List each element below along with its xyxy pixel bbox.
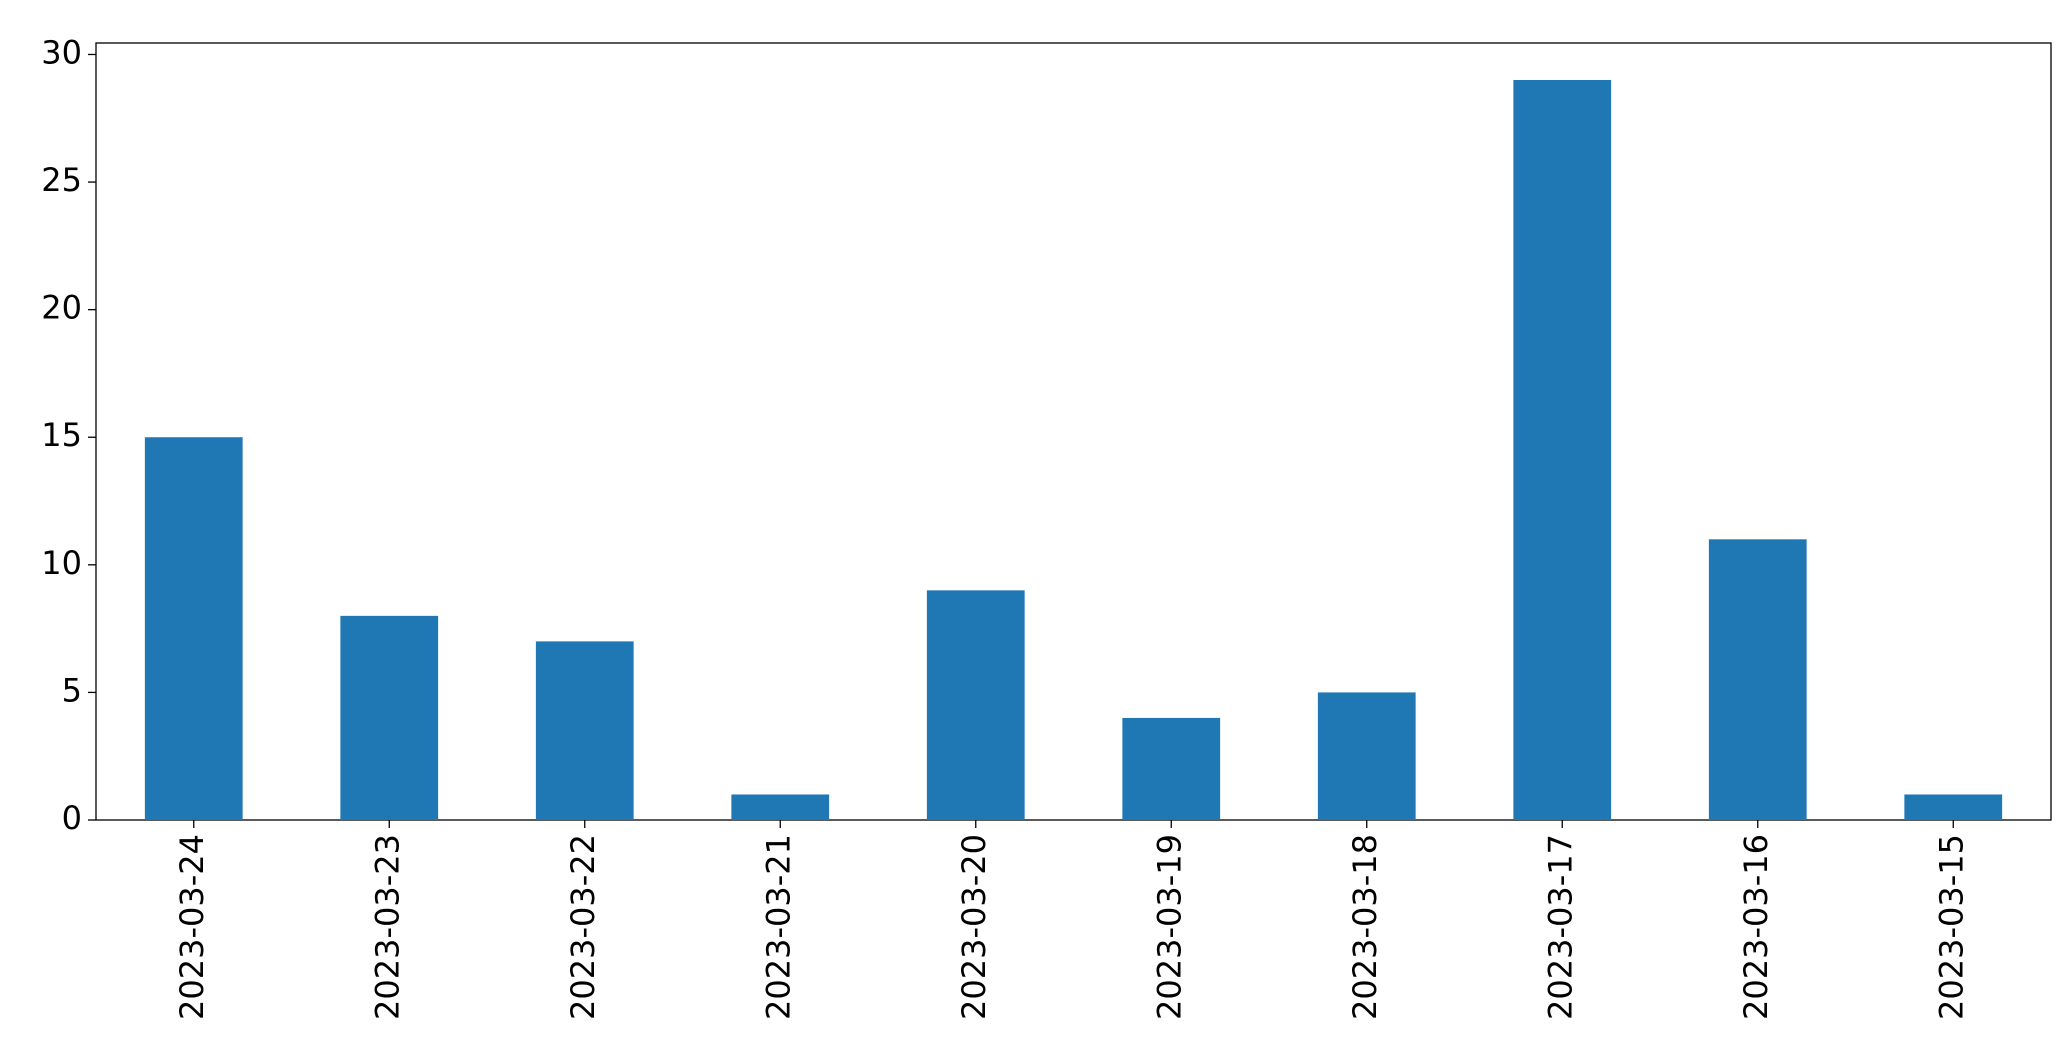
y-tick-label: 0 bbox=[62, 799, 82, 837]
x-tick-label: 2023-03-17 bbox=[1541, 834, 1579, 1020]
y-tick-label: 20 bbox=[41, 289, 82, 327]
bar bbox=[1708, 539, 1807, 820]
bar bbox=[1122, 717, 1221, 820]
x-tick-label: 2023-03-24 bbox=[173, 834, 211, 1020]
y-tick-label: 30 bbox=[41, 33, 82, 71]
bar bbox=[731, 794, 830, 820]
plot-frame bbox=[95, 42, 2052, 821]
x-tick-label: 2023-03-19 bbox=[1150, 834, 1188, 1020]
y-tick-label: 15 bbox=[41, 416, 82, 454]
bar bbox=[1513, 80, 1612, 820]
x-tick-label: 2023-03-22 bbox=[564, 834, 602, 1020]
x-tick-label: 2023-03-23 bbox=[368, 834, 406, 1020]
bar bbox=[535, 641, 634, 820]
y-tick-label: 25 bbox=[41, 161, 82, 199]
y-tick-label: 5 bbox=[62, 671, 82, 709]
x-tick-label: 2023-03-15 bbox=[1932, 834, 1970, 1020]
bar bbox=[340, 615, 439, 820]
y-tick-label: 10 bbox=[41, 544, 82, 582]
x-tick-label: 2023-03-21 bbox=[759, 834, 797, 1020]
x-tick-label: 2023-03-18 bbox=[1346, 834, 1384, 1020]
bar bbox=[1317, 692, 1416, 820]
x-tick-label: 2023-03-16 bbox=[1737, 834, 1775, 1020]
bar bbox=[1904, 794, 2003, 820]
bar bbox=[144, 437, 243, 820]
bar bbox=[926, 590, 1025, 820]
x-tick-label: 2023-03-20 bbox=[955, 834, 993, 1020]
